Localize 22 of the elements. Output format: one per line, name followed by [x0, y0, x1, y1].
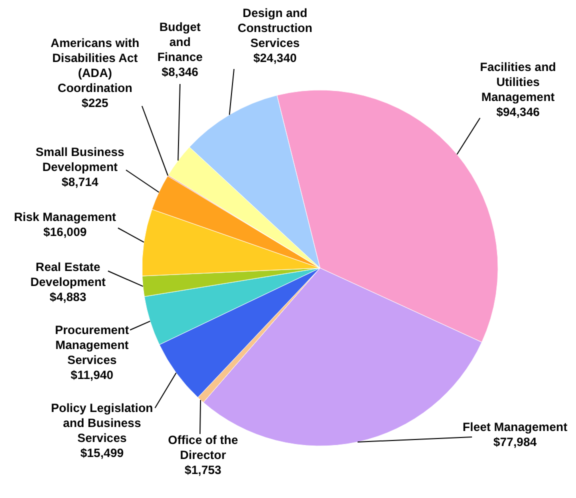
slice-label: Fleet Management — [462, 420, 568, 434]
data-label: $77,984 — [493, 435, 538, 449]
slice-label: Facilities and Utilities Management — [480, 60, 556, 104]
data-label: $16,009 — [43, 225, 88, 239]
data-label: $1,753 — [184, 463, 222, 477]
slice-label: Small Business Development — [36, 145, 125, 174]
slice-label: Policy Legislation and Business Services — [50, 401, 154, 445]
data-label: $24,340 — [253, 51, 298, 65]
data-label: $15,499 — [80, 446, 124, 460]
data-label: $4,883 — [50, 290, 87, 304]
slice-label: Procurement Management Services — [54, 323, 130, 367]
slice-label: Design and Construction Services — [238, 6, 312, 50]
data-label: $11,940 — [70, 368, 114, 382]
data-label: $94,346 — [496, 105, 540, 119]
slice-label: Office of the Director — [168, 433, 238, 462]
slice-label: Americans with Disabilities Act (ADA) Coordination — [50, 36, 140, 95]
data-label: $225 — [82, 96, 109, 110]
slice-label: Budget and Finance — [157, 20, 203, 64]
data-label: $8,346 — [162, 65, 199, 79]
slice-label: Risk Management — [14, 210, 116, 224]
data-label: $8,714 — [62, 175, 99, 189]
slice-label: Real Estate Development — [30, 260, 106, 289]
